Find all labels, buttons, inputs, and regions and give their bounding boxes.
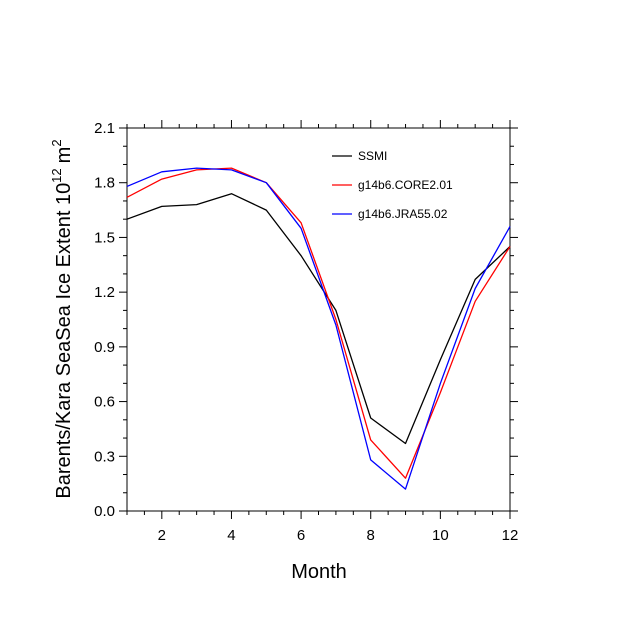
- legend-label: g14b6.CORE2.01: [358, 178, 453, 192]
- axes: 0.0 0.3 0.6 0.9 1.2 1.5 1.8 2.1 2 4 6 8 10 12: [94, 120, 518, 544]
- series-line: [126, 193, 511, 445]
- x-tick-label: 10: [432, 527, 449, 544]
- y-axis-label-text: Barents/Kara SeaSea Ice Extent 10: [53, 183, 75, 499]
- x-tick-label: 6: [297, 527, 305, 544]
- y-tick-label: 0.6: [94, 394, 115, 411]
- series-line: [126, 167, 511, 490]
- legend-label: SSMI: [358, 149, 387, 163]
- series-lines: [126, 167, 511, 490]
- x-tick-label: 8: [367, 527, 375, 544]
- y-axis-label: Barents/Kara SeaSea Ice Extent 1012 m2: [49, 139, 75, 498]
- y-axis-label-unit-exponent: 2: [49, 139, 64, 146]
- x-tick-label: 4: [227, 527, 235, 544]
- x-tick-label: 2: [158, 527, 166, 544]
- y-axis-label-exponent: 12: [49, 168, 64, 182]
- series-line: [126, 167, 511, 479]
- y-tick-label: 0.3: [94, 448, 115, 465]
- y-tick-label: 1.2: [94, 284, 115, 301]
- y-tick-label: 1.8: [94, 175, 115, 192]
- y-tick-label: 0.0: [94, 503, 115, 520]
- y-tick-label: 0.9: [94, 339, 115, 356]
- legend-label: g14b6.JRA55.02: [358, 207, 448, 221]
- y-tick-label: 2.1: [94, 120, 115, 137]
- y-axis-label-unit: m: [53, 147, 75, 164]
- x-tick-label: 12: [502, 527, 519, 544]
- legend: SSMI g14b6.CORE2.01 g14b6.JRA55.02: [332, 149, 453, 221]
- y-tick-label: 1.5: [94, 229, 115, 246]
- x-axis-label: Month: [291, 561, 347, 583]
